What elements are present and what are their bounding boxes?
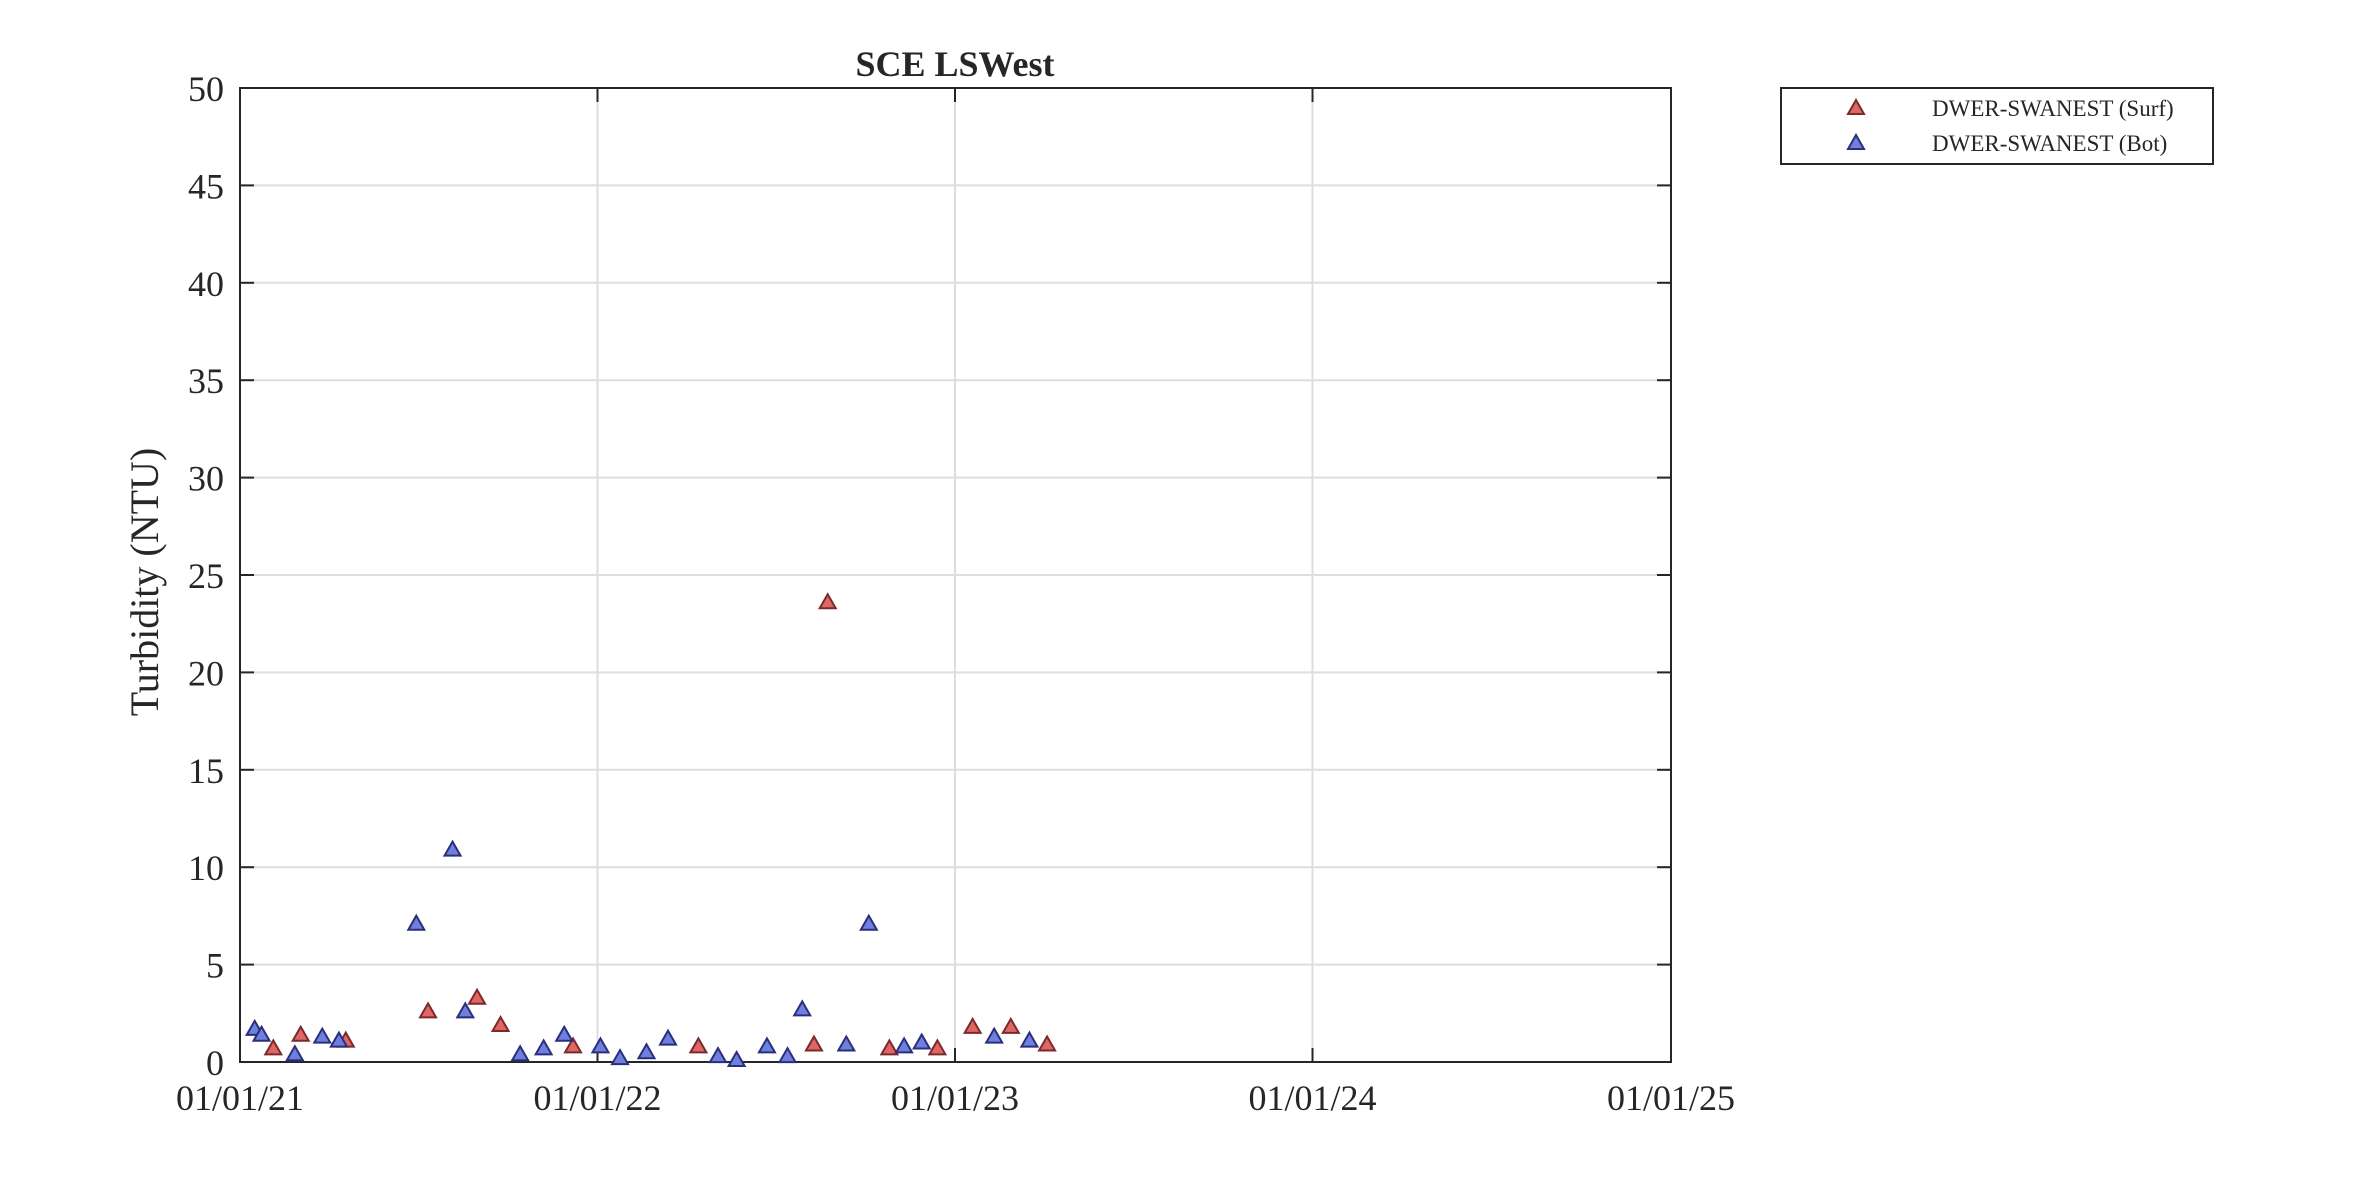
y-tick-label: 5 (206, 946, 224, 986)
y-tick-label: 10 (188, 848, 224, 888)
data-point (510, 1044, 530, 1062)
legend-marker (1846, 132, 1866, 150)
y-tick-label: 50 (188, 69, 224, 109)
data-point (962, 1016, 983, 1034)
legend: DWER-SWANEST (Surf) DWER-SWANEST (Bot) (1780, 87, 2214, 165)
data-point (879, 1038, 900, 1056)
data-point (590, 1036, 611, 1054)
x-tick-label: 01/01/24 (1249, 1078, 1377, 1118)
data-point (406, 913, 427, 931)
data-point (533, 1038, 554, 1056)
data-point (418, 1001, 438, 1019)
data-point (984, 1026, 1004, 1044)
y-axis-label: Turbidity (NTU) (122, 448, 167, 717)
y-tick-label: 45 (188, 166, 224, 206)
data-point (312, 1026, 332, 1044)
axis-ticks: 0 5 10 15 20 25 30 35 40 45 50 01/01/21 01/01/22 01/0… (176, 69, 1735, 1118)
data-point (610, 1048, 630, 1066)
data-point (836, 1034, 857, 1052)
data-point (726, 1050, 747, 1068)
data-point (490, 1014, 511, 1032)
data-point (455, 1001, 476, 1019)
legend-label: DWER-SWANEST (Surf) (1932, 96, 2174, 121)
data-point (636, 1042, 657, 1060)
y-tick-label: 30 (188, 459, 224, 499)
data-point (1019, 1030, 1040, 1048)
legend-label: DWER-SWANEST (Bot) (1932, 131, 2167, 156)
y-tick-label: 35 (188, 361, 224, 401)
data-point (777, 1046, 798, 1064)
data-point (911, 1032, 932, 1050)
data-point (329, 1030, 349, 1048)
data-point (658, 1028, 678, 1046)
data-point (1001, 1016, 1021, 1034)
legend-box (1780, 87, 2214, 165)
x-tick-label: 01/01/25 (1607, 1078, 1735, 1118)
data-point (554, 1024, 574, 1042)
data-point (708, 1046, 728, 1064)
legend-marker (1846, 97, 1866, 115)
x-tick-label: 01/01/21 (176, 1078, 304, 1118)
data-point (251, 1024, 272, 1042)
data-point (757, 1036, 777, 1054)
x-tick-label: 01/01/22 (533, 1078, 661, 1118)
data-point (792, 999, 812, 1017)
data-point (291, 1024, 311, 1042)
y-tick-label: 20 (188, 653, 224, 693)
data-point (1037, 1034, 1057, 1052)
y-tick-label: 0 (206, 1043, 224, 1083)
data-point (467, 987, 487, 1005)
data-point (688, 1036, 709, 1054)
y-tick-label: 15 (188, 751, 224, 791)
y-tick-label: 25 (188, 556, 224, 596)
series-0 (263, 592, 1057, 1056)
data-point (563, 1036, 583, 1054)
grid-lines (240, 88, 1671, 1062)
data-points (244, 592, 1057, 1068)
data-point (817, 592, 838, 610)
data-point (285, 1044, 305, 1062)
data-point (859, 913, 879, 931)
data-point (927, 1038, 948, 1056)
data-point (894, 1036, 914, 1054)
data-point (442, 839, 463, 857)
x-tick-label: 01/01/23 (891, 1078, 1019, 1118)
data-point (804, 1034, 824, 1052)
y-tick-label: 40 (188, 264, 224, 304)
chart-title: SCE LSWest (855, 44, 1054, 84)
data-point (263, 1038, 284, 1056)
series-1 (244, 839, 1040, 1068)
